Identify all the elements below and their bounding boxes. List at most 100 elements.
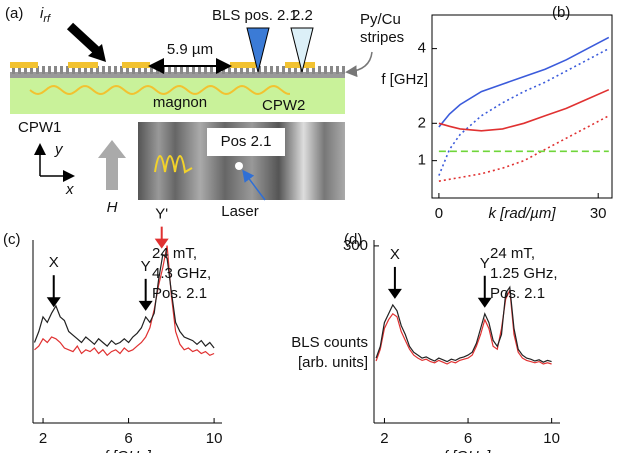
tooth	[114, 66, 117, 74]
bls-pos-1: BLS pos. 2.1	[212, 7, 298, 24]
axis-y: y	[54, 141, 64, 158]
y-axis-label: BLS counts	[291, 334, 368, 351]
annotation-head	[138, 300, 153, 311]
tooth	[216, 66, 219, 74]
magnon: magnon	[153, 94, 207, 111]
tooth	[258, 66, 261, 74]
tooth	[180, 66, 183, 74]
annotation-head	[477, 297, 492, 308]
inset-box	[207, 128, 285, 156]
annotation: Y'	[155, 206, 168, 223]
inset-wave	[154, 155, 193, 174]
series-line	[34, 245, 215, 357]
tooth	[288, 66, 291, 74]
tooth	[18, 66, 21, 74]
x-axis-label: k [rad/µm]	[489, 205, 557, 222]
inset-label: Pos 2.1	[221, 133, 272, 150]
tooth	[312, 66, 315, 74]
annotation: Y	[480, 255, 490, 272]
y-tick-label: 4	[418, 40, 426, 57]
tooth	[144, 66, 147, 74]
series-line	[375, 287, 552, 365]
axis-x: x	[65, 181, 74, 198]
tooth	[192, 66, 195, 74]
tooth	[174, 66, 177, 74]
series-line	[438, 36, 610, 128]
bls-pos-2: 2.2	[292, 7, 313, 24]
panel-label: (d)	[344, 231, 362, 248]
note: Pos. 2.1	[152, 285, 207, 302]
series-line	[438, 47, 610, 176]
note: 4.3 GHz,	[152, 265, 211, 282]
panel-label: (b)	[552, 4, 570, 21]
tooth	[234, 66, 237, 74]
tooth	[324, 66, 327, 74]
note: 24 mT,	[152, 245, 197, 262]
stripes-arrow	[345, 51, 373, 78]
bls-cone-1	[246, 27, 270, 73]
field: H	[107, 199, 118, 216]
distance: 5.9 µm	[167, 41, 213, 58]
tooth	[318, 66, 321, 74]
annotation-head	[387, 288, 402, 299]
y-tick-label: 1	[418, 152, 426, 169]
magnon-wave	[29, 84, 290, 96]
tooth	[336, 66, 339, 74]
tooth	[72, 66, 75, 74]
laser: Laser	[221, 203, 259, 220]
substrate	[10, 78, 345, 114]
series-line	[33, 253, 215, 349]
tooth	[132, 66, 135, 74]
tooth	[36, 66, 39, 74]
tooth	[138, 66, 141, 74]
laser-spot	[235, 162, 243, 170]
stripes-label: Py/Cu	[360, 11, 401, 28]
tooth	[24, 66, 27, 74]
annotation-head	[46, 297, 61, 308]
tooth	[30, 66, 33, 74]
tooth	[12, 66, 15, 74]
tooth	[108, 66, 111, 74]
comb	[10, 72, 345, 78]
tooth	[126, 66, 129, 74]
note: 24 mT,	[490, 245, 535, 262]
tooth	[198, 66, 201, 74]
tooth	[282, 66, 285, 74]
annotation: X	[390, 246, 400, 263]
tooth	[330, 66, 333, 74]
panel-label: (a)	[5, 5, 23, 22]
y-tick-label: 300	[343, 237, 368, 254]
y-axis-label: [arb. units]	[298, 354, 368, 371]
tooth	[60, 66, 63, 74]
tooth	[210, 66, 213, 74]
tooth	[42, 66, 45, 74]
x-axis-label: f [GHz]	[104, 448, 152, 453]
tooth	[102, 66, 105, 74]
cpw2: CPW2	[262, 97, 305, 114]
series-line	[375, 285, 552, 363]
tooth	[264, 66, 267, 74]
x-tick-label: 6	[464, 430, 472, 447]
tooth	[270, 66, 273, 74]
panel-a: (a) irf 5.9 µm BLS pos. 2.1 2.2 Py/Cu st…	[5, 5, 404, 220]
tooth	[54, 66, 57, 74]
tooth	[156, 66, 159, 74]
tooth	[294, 66, 297, 74]
current-arrow-head	[88, 44, 106, 62]
tooth	[66, 66, 69, 74]
tooth	[48, 66, 51, 74]
annotation-head	[154, 238, 169, 249]
tooth	[306, 66, 309, 74]
tooth	[78, 66, 81, 74]
series-line	[438, 88, 610, 132]
laser-arrow	[242, 169, 266, 201]
tooth	[84, 66, 87, 74]
current: i	[40, 5, 44, 22]
series-line	[438, 115, 610, 182]
x-tick-label: 6	[124, 430, 132, 447]
x-tick-label: 30	[590, 205, 607, 222]
stripes-label: stripes	[360, 29, 404, 46]
tooth	[276, 66, 279, 74]
tooth	[252, 66, 255, 74]
tooth	[168, 66, 171, 74]
